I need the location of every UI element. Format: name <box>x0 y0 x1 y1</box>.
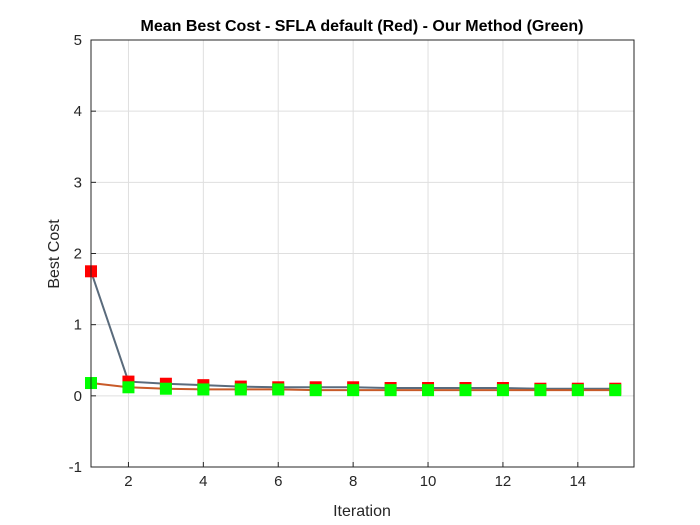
series-2-point <box>534 384 547 397</box>
x-tick-label: 10 <box>420 473 437 490</box>
series-2-point <box>422 384 435 397</box>
series-2-point <box>496 384 509 397</box>
y-tick-label: 0 <box>74 388 82 405</box>
x-tick-label: 4 <box>199 473 207 490</box>
y-tick-label: -1 <box>69 459 82 476</box>
x-tick-label: 2 <box>124 473 132 490</box>
chart-title: Mean Best Cost - SFLA default (Red) - Ou… <box>141 18 584 35</box>
y-tick-label: 2 <box>74 246 82 263</box>
y-tick-label: 3 <box>74 174 82 191</box>
y-tick-label: 1 <box>74 317 82 334</box>
series-2-point <box>384 384 397 397</box>
series-2-point <box>347 384 360 397</box>
y-tick-label: 5 <box>74 32 82 49</box>
x-tick-label: 14 <box>569 473 586 490</box>
y-tick-label: 4 <box>74 103 82 120</box>
series-2-point <box>272 383 285 396</box>
x-tick-label: 6 <box>274 473 282 490</box>
x-tick-label: 8 <box>349 473 357 490</box>
series-2-point <box>609 384 622 397</box>
series-2-point <box>459 384 472 397</box>
y-axis-label: Best Cost <box>46 219 63 289</box>
series-2-point <box>309 384 322 397</box>
series-layer <box>85 265 622 397</box>
series-2-point <box>159 382 172 395</box>
series-2-point <box>234 383 247 396</box>
x-axis-label: Iteration <box>333 503 391 520</box>
series-2-point <box>122 381 135 394</box>
x-tick-label: 12 <box>495 473 512 490</box>
series-2-point <box>197 383 210 396</box>
series-2-point <box>571 384 584 397</box>
